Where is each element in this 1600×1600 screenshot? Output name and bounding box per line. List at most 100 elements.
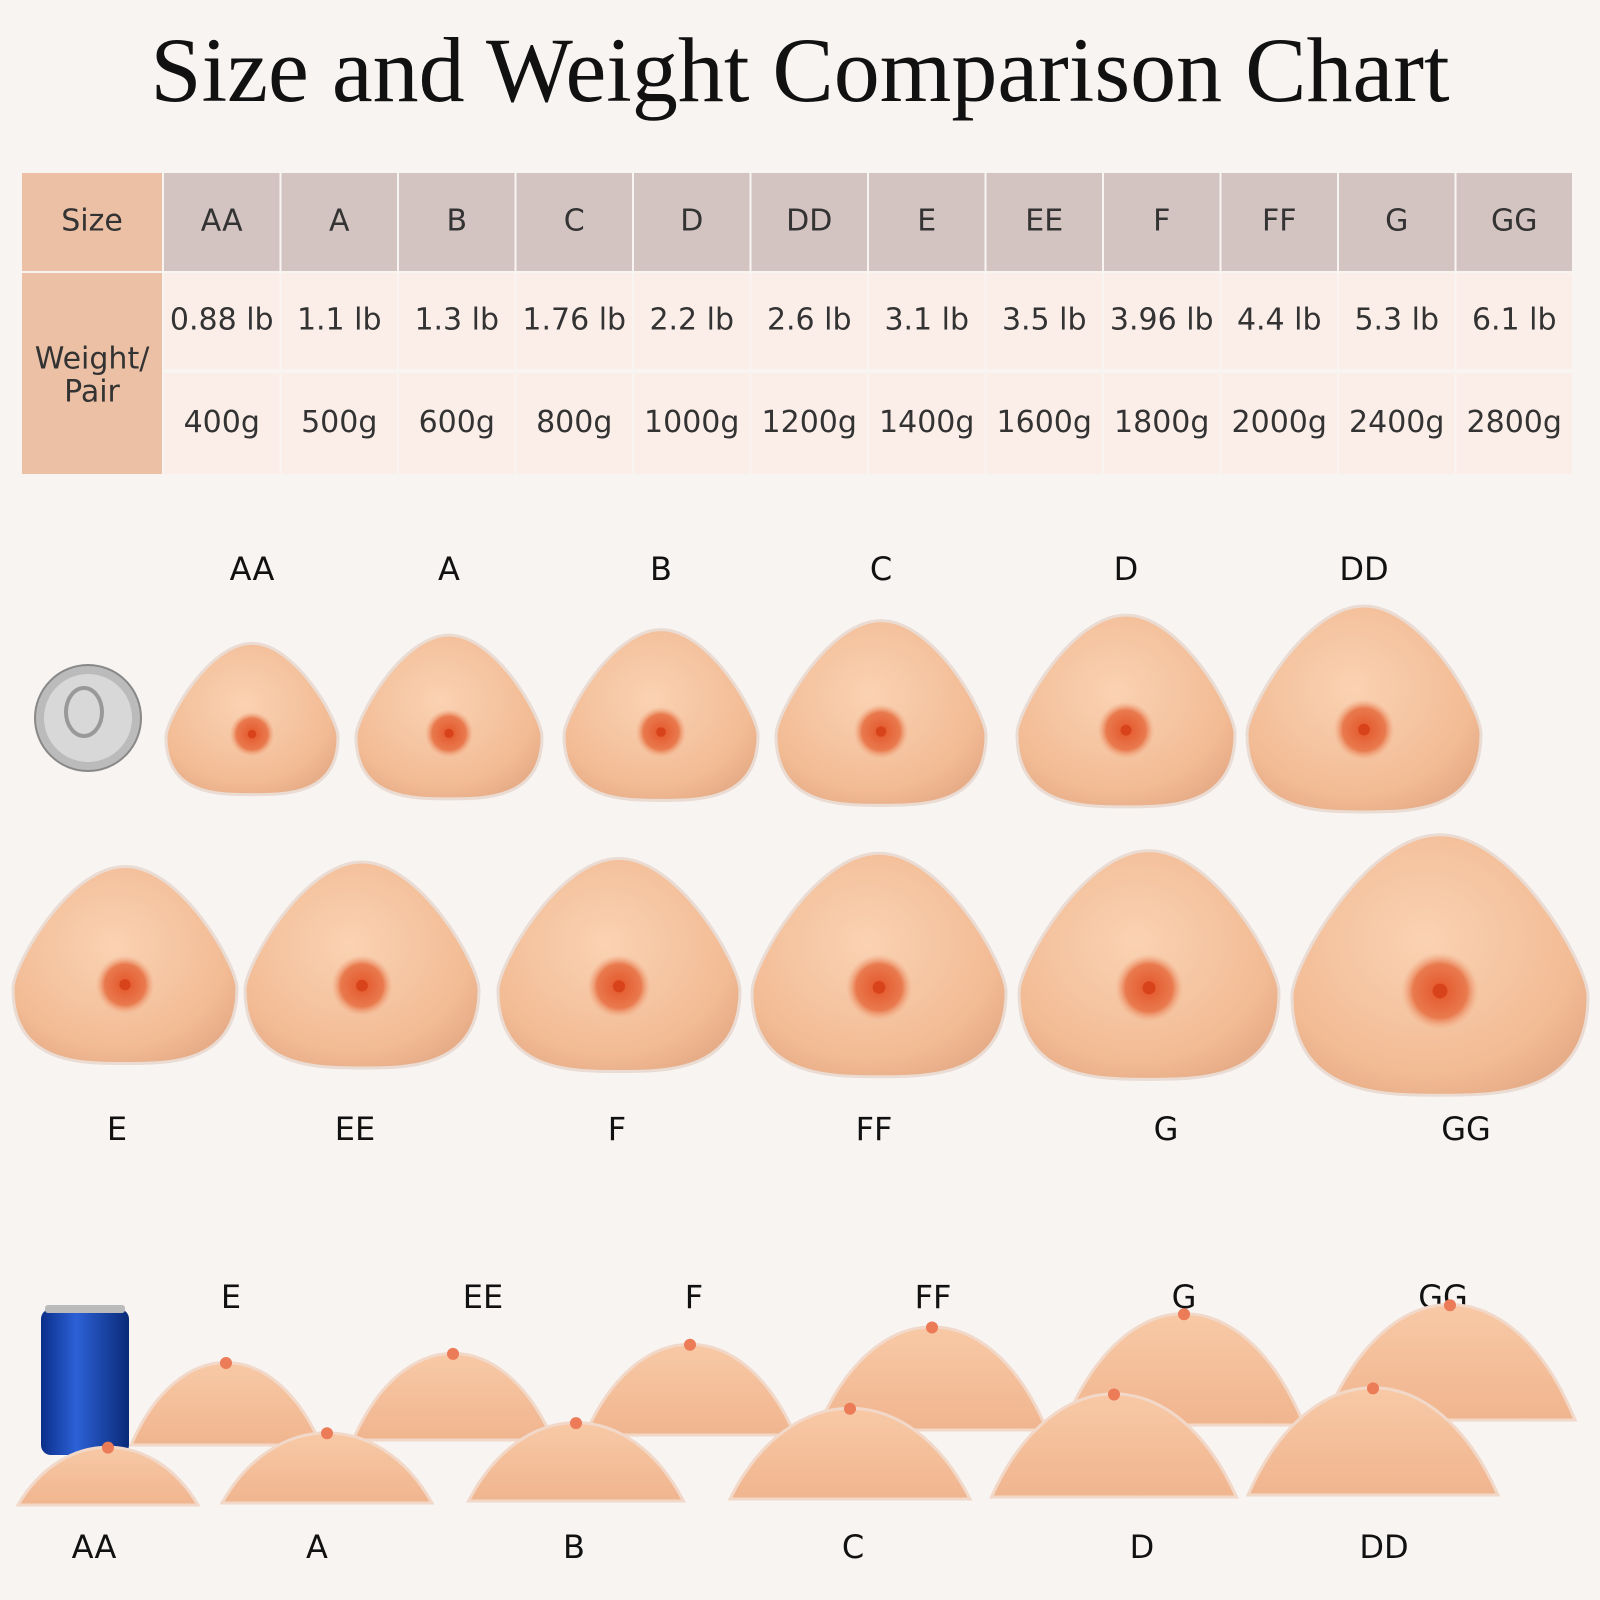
- table-cell: [516, 273, 632, 369]
- table-cell: [516, 173, 632, 271]
- size-label: E: [221, 1278, 241, 1316]
- nipple: [875, 726, 887, 737]
- table-cell: [164, 173, 280, 271]
- nipple: [1444, 1299, 1456, 1312]
- size-header: E: [917, 204, 936, 239]
- weight-value: 1800g: [1114, 405, 1209, 440]
- size-label: A: [306, 1528, 328, 1566]
- nipple: [119, 979, 131, 991]
- table-cell: [1339, 373, 1455, 474]
- size-header: D: [680, 204, 703, 239]
- table-cell: [986, 373, 1102, 474]
- size-label: EE: [335, 1110, 375, 1148]
- nipple: [1367, 1382, 1379, 1395]
- size-label: FF: [856, 1110, 893, 1148]
- weight-value: 1200g: [762, 405, 857, 440]
- table-cell: [399, 173, 515, 271]
- weight-value: 4.4 lb: [1237, 303, 1322, 338]
- table-cell: [1221, 273, 1337, 369]
- table-cell: [1456, 173, 1572, 271]
- size-header: EE: [1025, 204, 1063, 239]
- size-label: DD: [1359, 1528, 1408, 1566]
- nipple: [1142, 981, 1156, 995]
- form-side-view: [989, 1392, 1239, 1499]
- table-cell: [751, 273, 867, 369]
- size-label: F: [685, 1278, 703, 1316]
- size-label: F: [608, 1110, 626, 1148]
- table-cell: [751, 373, 867, 474]
- nipple: [656, 727, 666, 737]
- weight-value: 3.1 lb: [884, 303, 969, 338]
- size-label: G: [1154, 1110, 1179, 1148]
- weight-value: 1.76 lb: [522, 303, 626, 338]
- table-cell: [869, 273, 985, 369]
- nipple: [1120, 724, 1132, 736]
- size-label: B: [563, 1528, 585, 1566]
- table-cell: [1104, 173, 1220, 271]
- weight-value: 400g: [184, 405, 260, 440]
- table-cell: [281, 273, 397, 369]
- size-header: A: [329, 204, 350, 239]
- weight-value: 2.2 lb: [649, 303, 734, 338]
- size-header: C: [564, 204, 585, 239]
- weight-label-cell: [22, 273, 162, 474]
- nipple: [1178, 1308, 1190, 1321]
- weight-value: 0.88 lb: [170, 303, 274, 338]
- size-label: C: [870, 550, 892, 588]
- form-side-view: [128, 1361, 324, 1447]
- table-cell: [399, 273, 515, 369]
- size-header: F: [1153, 204, 1170, 239]
- table-cell: [986, 273, 1102, 369]
- size-label-cell: [22, 173, 162, 271]
- nipple: [570, 1417, 582, 1430]
- weight-label: Weight/: [35, 342, 151, 377]
- table-cell: [1456, 273, 1572, 369]
- weight-value: 1400g: [879, 405, 974, 440]
- size-label: AA: [230, 550, 275, 588]
- table-cell: [164, 273, 280, 369]
- nipple: [1358, 723, 1370, 736]
- size-header: AA: [201, 204, 243, 239]
- table-cell: [1456, 373, 1572, 474]
- nipple: [1432, 983, 1448, 999]
- size-label: C: [842, 1528, 864, 1566]
- size-header: FF: [1262, 204, 1297, 239]
- table-cell: [281, 373, 397, 474]
- table-cell: [869, 173, 985, 271]
- form-side-view: [15, 1445, 201, 1507]
- size-label: B: [650, 550, 672, 588]
- nipple: [844, 1402, 856, 1415]
- weight-value: 3.96 lb: [1110, 303, 1214, 338]
- table-cell: [634, 373, 750, 474]
- soda-can-top: [34, 664, 142, 772]
- table-cell: [1221, 173, 1337, 271]
- weight-value: 3.5 lb: [1002, 303, 1087, 338]
- form-side-view: [466, 1421, 686, 1503]
- nipple: [102, 1441, 114, 1454]
- form-side-view: [1245, 1386, 1501, 1497]
- weight-value: 2800g: [1467, 405, 1562, 440]
- nipple: [1108, 1388, 1120, 1401]
- table-cell: [281, 173, 397, 271]
- table-cell: [516, 373, 632, 474]
- size-label: FF: [915, 1278, 952, 1316]
- weight-value: 1.3 lb: [414, 303, 499, 338]
- size-header: GG: [1491, 204, 1538, 239]
- weight-value: 2000g: [1232, 405, 1327, 440]
- weight-value: 800g: [536, 405, 612, 440]
- size-label: DD: [1339, 550, 1388, 588]
- size-label: AA: [72, 1528, 117, 1566]
- table-cell: [751, 173, 867, 271]
- table-cell: [1339, 273, 1455, 369]
- form-side-view: [350, 1352, 556, 1442]
- table-cell: [1339, 173, 1455, 271]
- weight-value: 500g: [301, 405, 377, 440]
- size-header: DD: [786, 204, 832, 239]
- nipple: [612, 980, 626, 993]
- size-label: D: [1114, 550, 1139, 588]
- soda-can-side: [41, 1305, 129, 1455]
- nipple: [926, 1321, 938, 1334]
- table-cell: [1104, 273, 1220, 369]
- weight-value: 6.1 lb: [1472, 303, 1557, 338]
